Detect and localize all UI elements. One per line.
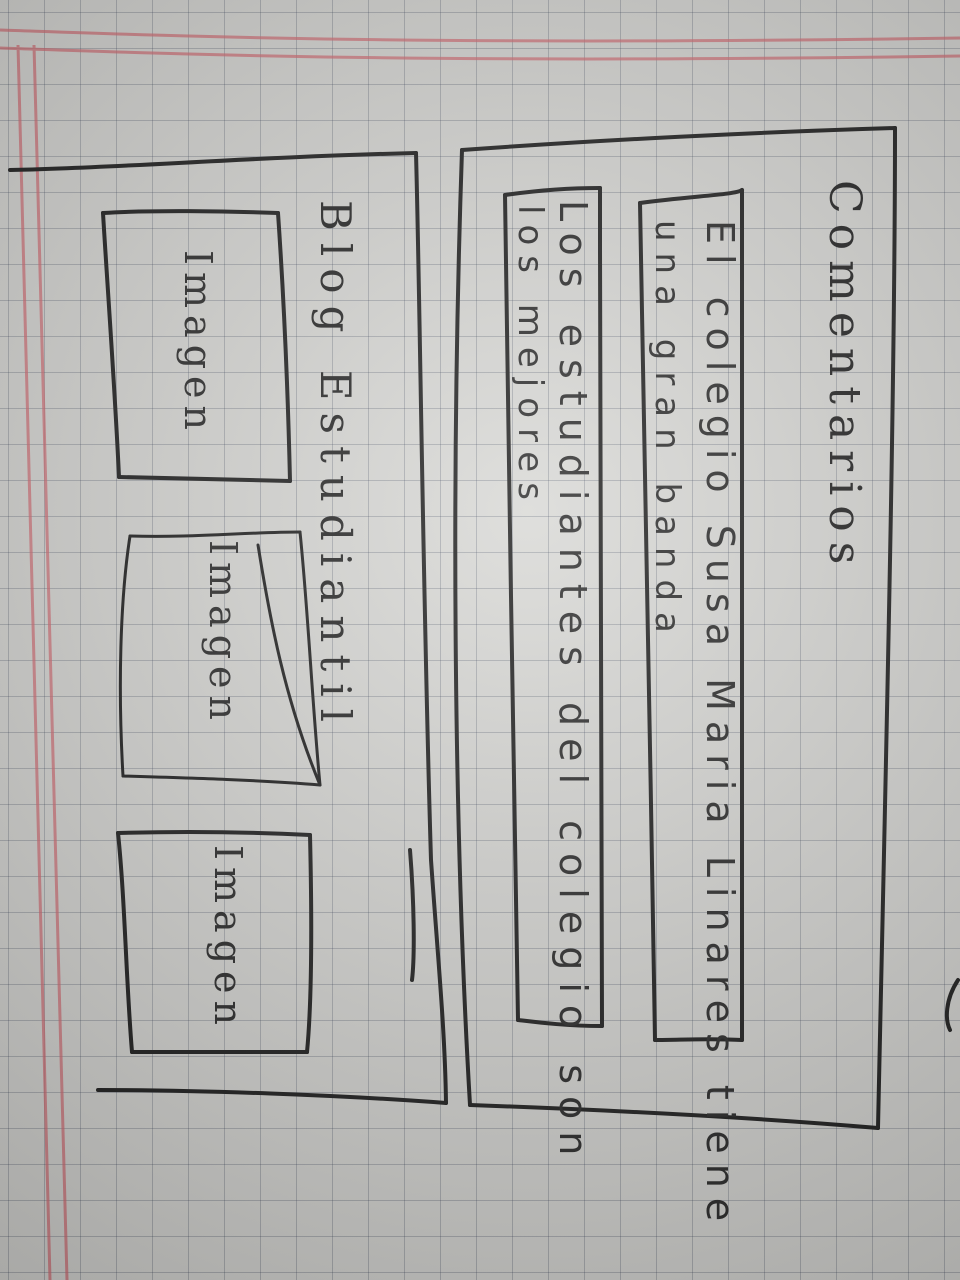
- margin-lines: [0, 28, 960, 1280]
- image-frame-1: [101, 209, 292, 483]
- image-frame-3: [116, 829, 314, 1055]
- comments-title: Comentarios: [819, 180, 870, 575]
- comment-1-line-1: El colegio Susa Maria Linares tiene: [698, 220, 742, 1232]
- right-panel-frame: [453, 126, 897, 1130]
- blog-title: Blog Estudiantil: [311, 200, 360, 735]
- right-edge-stroke: [944, 978, 960, 1032]
- comment-frame-2: [503, 186, 604, 1028]
- image-label-3: Imagen: [206, 845, 250, 1032]
- comment-frame-1: [638, 188, 745, 1042]
- comment-1-line-2: una gran banda: [647, 220, 687, 644]
- comment-2-line-1: Los estudiantes del colegio son: [551, 200, 595, 1168]
- image-label-1: Imagen: [176, 250, 220, 437]
- image-label-2: Imagen: [201, 540, 245, 727]
- comment-2-line-2: los mejores: [510, 205, 550, 510]
- image-frame-2: [118, 530, 322, 787]
- left-panel-frame: [8, 151, 448, 1105]
